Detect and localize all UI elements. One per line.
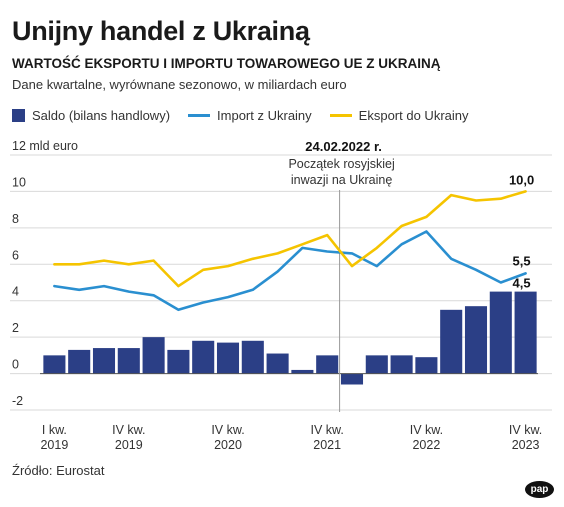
bar-saldo xyxy=(291,369,314,374)
y-tick-label: 2 xyxy=(12,321,19,335)
bar-saldo xyxy=(415,357,438,374)
legend-swatch-import xyxy=(188,113,211,117)
y-tick-label: 10 xyxy=(12,175,26,189)
x-tick-label: IV kw. xyxy=(112,423,145,437)
y-tick-label: 0 xyxy=(12,358,19,372)
legend-item-saldo: Saldo (bilans handlowy) xyxy=(12,108,170,123)
bar-saldo xyxy=(92,348,116,374)
bar-saldo xyxy=(340,373,364,385)
x-tick-label: 2021 xyxy=(313,438,341,452)
annotation-line-1: Początek rosyjskiej xyxy=(288,157,394,171)
chart-description: Dane kwartalne, wyrównane sezonowo, w mi… xyxy=(12,77,347,92)
legend-label-saldo: Saldo (bilans handlowy) xyxy=(32,107,171,123)
pap-logo: pap xyxy=(525,481,554,498)
y-tick-label: 6 xyxy=(12,248,19,262)
legend-label-eksport: Eksport do Ukrainy xyxy=(358,107,469,123)
bar-saldo xyxy=(365,355,388,374)
x-tick-label: 2019 xyxy=(40,438,68,452)
bar-saldo xyxy=(266,353,289,374)
y-tick-label: -2 xyxy=(12,394,23,408)
end-label-eksport: 10,0 xyxy=(509,172,534,187)
end-label-saldo: 4,5 xyxy=(513,276,531,291)
bar-saldo xyxy=(43,355,66,374)
legend-swatch-saldo xyxy=(12,108,25,122)
bar-saldo xyxy=(440,309,463,374)
y-tick-label: 8 xyxy=(12,212,19,226)
x-tick-label: 2019 xyxy=(115,438,143,452)
annotation-line-2: inwazji na Ukrainę xyxy=(291,173,392,187)
source-note: Źródło: Eurostat xyxy=(12,463,105,478)
legend-item-eksport: Eksport do Ukrainy xyxy=(329,107,469,123)
bar-saldo xyxy=(68,349,91,374)
x-tick-label: 2020 xyxy=(214,438,242,452)
line-eksport xyxy=(53,190,527,288)
bar-saldo xyxy=(192,340,215,374)
bar-saldo xyxy=(167,349,190,374)
bar-saldo xyxy=(216,342,240,374)
x-tick-label: IV kw. xyxy=(509,423,542,437)
x-tick-label: IV kw. xyxy=(311,423,344,437)
bar-saldo xyxy=(241,340,264,374)
x-tick-label: 2022 xyxy=(412,438,440,452)
bar-saldo xyxy=(489,291,512,374)
legend-item-import: Import z Ukrainy xyxy=(188,108,312,123)
chart-title: Unijny handel z Ukrainą xyxy=(12,16,310,46)
bar-saldo xyxy=(514,291,537,374)
x-tick-label: 2023 xyxy=(512,438,540,452)
x-tick-label: IV kw. xyxy=(410,423,443,437)
annotation-date: 24.02.2022 r. xyxy=(305,139,382,154)
legend: Saldo (bilans handlowy) Import z Ukrainy… xyxy=(12,105,487,125)
y-axis-label: 12 mld euro xyxy=(12,139,78,153)
bar-saldo xyxy=(316,355,339,374)
chart-subtitle: WARTOŚĆ EKSPORTU I IMPORTU TOWAROWEGO UE… xyxy=(12,56,441,71)
legend-swatch-eksport xyxy=(329,113,352,117)
bar-saldo xyxy=(142,337,165,374)
x-tick-label: IV kw. xyxy=(211,423,244,437)
legend-label-import: Import z Ukrainy xyxy=(217,107,312,123)
bar-saldo xyxy=(390,355,413,374)
line-import xyxy=(53,230,527,312)
bar-saldo xyxy=(117,348,140,374)
x-tick-label: I kw. xyxy=(42,423,67,437)
end-label-import: 5,5 xyxy=(513,253,531,268)
bar-saldo xyxy=(464,306,488,374)
y-tick-label: 4 xyxy=(12,285,19,299)
